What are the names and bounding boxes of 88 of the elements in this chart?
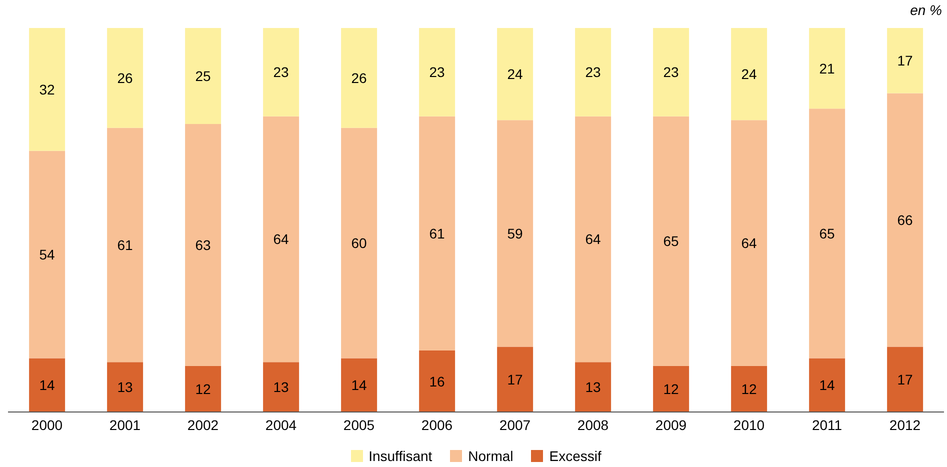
bar [809,358,846,412]
data-label: 23 [273,64,290,80]
bar [29,28,66,151]
bar [731,28,768,120]
bar [575,28,612,116]
data-label: 64 [585,231,602,248]
data-label: 25 [195,68,212,84]
bar [653,366,690,412]
bar [575,362,612,412]
bar [419,116,456,351]
bar [263,362,300,412]
data-label: 17 [897,52,914,69]
bar [185,366,222,412]
legend-label: Excessif [548,448,602,464]
bar [419,28,456,116]
x-tick-label: 2010 [733,416,765,433]
x-tick-label: 2000 [31,416,63,433]
bar [185,124,222,366]
x-tick-label: 2011 [812,416,842,433]
bar [29,358,66,412]
data-label: 23 [663,64,680,80]
bar [341,128,378,358]
data-label: 14 [819,377,836,394]
data-label: 13 [585,379,602,396]
bar [731,366,768,412]
data-label: 63 [195,236,212,253]
bar [653,116,690,366]
data-label: 17 [507,371,524,388]
data-label: 24 [741,66,758,82]
data-label: 59 [507,225,524,242]
bar [497,120,534,347]
bar [341,358,378,412]
data-label: 13 [273,379,290,396]
data-label: 24 [507,66,524,82]
bar [29,150,66,358]
data-label: 61 [429,225,446,242]
x-tick-label: 2001 [109,416,141,433]
bar [263,116,300,362]
x-tick-label: 2012 [889,416,921,433]
data-label: 21 [819,60,836,76]
bar [809,108,846,358]
data-label: 65 [663,233,680,250]
data-label: 26 [117,70,134,86]
data-label: 26 [351,70,368,86]
bar [887,28,924,94]
bar [575,116,612,362]
legend-label: Insuffisant [368,448,432,464]
data-label: 14 [351,377,368,394]
data-label: 64 [741,235,758,252]
data-label: 23 [429,64,446,80]
bar [653,28,690,116]
data-label: 12 [195,380,212,397]
bar [887,346,924,412]
bar [809,28,846,109]
x-tick-label: 2004 [265,416,297,433]
text: en % [910,2,942,18]
x-tick-label: 2009 [655,416,687,433]
bar [263,28,300,116]
data-label: 54 [39,246,56,263]
data-label: 60 [351,235,368,252]
data-label: 14 [39,377,56,394]
bar [497,28,534,120]
bar [887,93,924,347]
x-tick-label: 2008 [577,416,609,433]
bar [107,28,144,128]
data-label: 23 [585,64,602,80]
data-label: 65 [819,225,836,242]
data-label: 64 [273,231,290,248]
legend-label: Normal [467,448,514,464]
data-label: 32 [39,81,56,98]
x-tick-label: 2007 [499,416,531,433]
data-label: 66 [897,212,914,228]
data-label: 17 [897,371,914,388]
bar [185,28,222,124]
data-label: 12 [741,380,758,397]
data-label: 13 [117,379,134,396]
bar [341,28,378,128]
x-tick-label: 2002 [187,416,219,433]
bar [107,362,144,412]
x-tick-label: 2005 [343,416,375,433]
bar [419,350,456,412]
data-label: 16 [429,373,446,390]
data-label: 12 [663,380,680,397]
bar [731,120,768,366]
bar [497,346,534,412]
x-tick-label: 2006 [421,416,453,433]
data-label: 61 [117,236,134,253]
bar [107,128,144,362]
